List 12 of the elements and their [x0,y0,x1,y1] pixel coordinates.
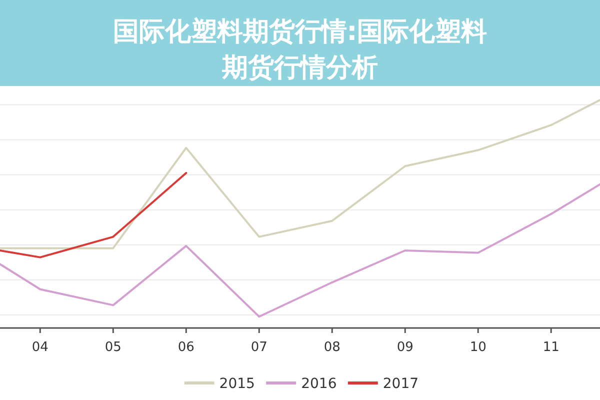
x-tick-label: 09 [396,340,414,355]
chart-title: 国际化塑料期货行情:国际化塑料期货行情分析 [112,17,488,83]
x-tick-label: 10 [470,340,486,355]
x-tick-label: 04 [32,340,48,355]
legend-label: 2017 [382,376,419,392]
x-tick-label: 07 [250,340,268,355]
legend-label: 2016 [301,376,337,392]
legend-label: 2015 [219,376,255,392]
x-tick-label: 06 [178,340,194,355]
x-tick-label: 08 [324,340,340,355]
x-tick-label: 11 [542,340,560,355]
x-tick-label: 05 [104,340,122,355]
